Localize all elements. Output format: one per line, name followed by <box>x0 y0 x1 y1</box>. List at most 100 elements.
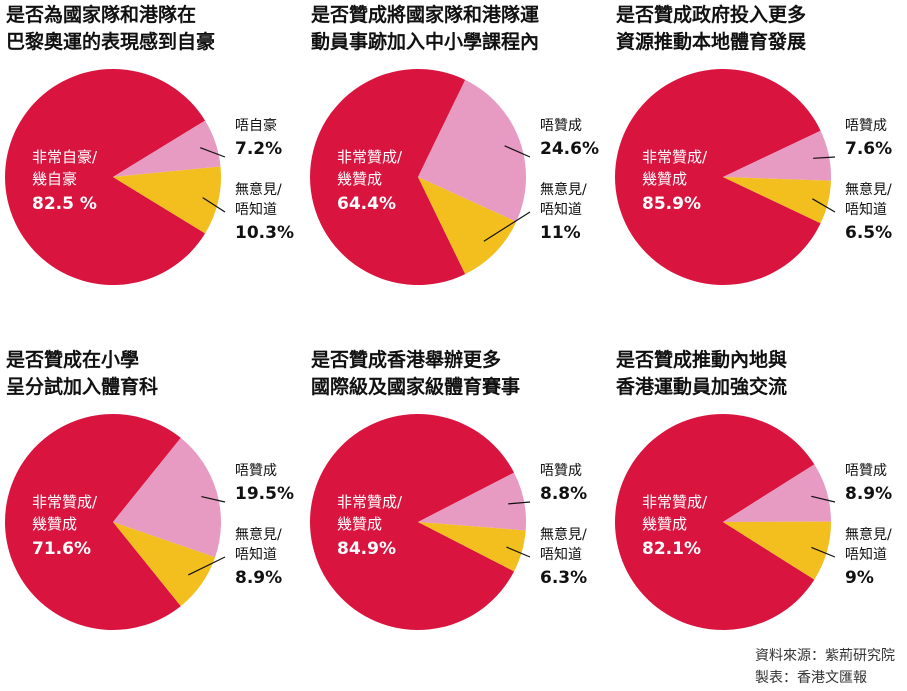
slice-value-text: 8.8% <box>540 484 588 504</box>
chart-title: 是否贊成將國家隊和港隊運 動員事跡加入中小學課程內 <box>311 2 603 56</box>
slice-value-text: 84.9% <box>337 539 396 559</box>
leader-line-neutral <box>506 546 531 558</box>
chart-title-line: 資源推動本地體育發展 <box>616 31 807 53</box>
slice-category-text: 唔知道 <box>540 547 582 563</box>
chart-title-line: 是否贊成在小學 <box>6 349 140 371</box>
slice-category-text: 唔自豪 <box>235 118 277 134</box>
slice-value-text: 82.1% <box>642 539 701 559</box>
chart-title: 是否贊成在小學 呈分試加入體育科 <box>6 347 298 401</box>
chart-title-line: 是否贊成政府投入更多 <box>616 4 807 26</box>
slice-value-text: 85.9% <box>642 194 701 214</box>
pie-chart <box>615 68 836 285</box>
chart-title-line: 國際級及國家級體育賽事 <box>311 376 521 398</box>
pie-panel: 是否贊成推動內地與 香港運動員加強交流 非常贊成/幾贊成 82.1% 唔贊成 8.9% 無意… <box>610 345 907 690</box>
slice-label-neutral: 無意見/唔知道 6.3% <box>540 525 587 588</box>
chart-title-line: 動員事跡加入中小學課程內 <box>311 31 540 53</box>
slice-label-agree: 非常贊成/幾贊成 85.9% <box>642 146 707 215</box>
leader-line-neutral <box>202 197 226 213</box>
slice-value-text: 19.5% <box>235 484 294 504</box>
leader-line-disagree <box>504 145 531 158</box>
chart-title-line: 香港運動員加強交流 <box>616 376 788 398</box>
slice-label-agree: 非常贊成/幾贊成 84.9% <box>337 491 402 560</box>
slice-category-text: 非常自豪/ <box>32 148 98 166</box>
slice-label-disagree: 唔贊成 8.9% <box>845 461 892 504</box>
chart-title: 是否為國家隊和港隊在 巴黎奧運的表現感到自豪 <box>6 2 298 56</box>
slice-category-text: 幾自豪 <box>32 170 78 188</box>
chart-title-line: 是否贊成將國家隊和港隊運 <box>311 4 540 26</box>
leader-line-disagree <box>508 501 531 505</box>
slice-label-agree: 非常贊成/幾贊成 82.1% <box>642 491 707 560</box>
slice-label-disagree: 唔贊成 19.5% <box>235 461 294 504</box>
leader-line-disagree <box>201 496 226 503</box>
chart-title: 是否贊成推動內地與 香港運動員加強交流 <box>616 347 907 401</box>
pie-chart <box>614 414 836 630</box>
slice-category-text: 唔贊成 <box>540 463 582 479</box>
slice-value-text: 11% <box>540 223 581 243</box>
pie-slice-neutral <box>113 522 216 607</box>
leader-line-neutral <box>811 546 836 558</box>
pie-slice-agree <box>614 414 815 630</box>
pie-slice-disagree <box>723 130 832 181</box>
chart-title: 是否贊成政府投入更多 資源推動本地體育發展 <box>616 2 907 56</box>
slice-value-text: 8.9% <box>845 484 893 504</box>
slice-label-neutral: 無意見/唔知道 10.3% <box>235 180 294 243</box>
source-line-tabulation: 製表：香港文匯報 <box>755 670 867 686</box>
leader-line-disagree <box>813 156 836 159</box>
slice-category-text: 唔知道 <box>235 202 277 218</box>
pie-slice-agree <box>5 68 206 285</box>
slice-category-text: 唔贊成 <box>845 118 887 134</box>
slice-label-disagree: 唔贊成 8.8% <box>540 461 587 504</box>
pie-slice-disagree <box>723 464 831 522</box>
slice-category-text: 唔知道 <box>845 202 887 218</box>
slice-label-neutral: 無意見/唔知道 6.5% <box>845 180 892 243</box>
slice-category-text: 幾贊成 <box>642 515 688 533</box>
slice-category-text: 幾贊成 <box>337 170 383 188</box>
slice-category-text: 無意見/ <box>235 527 282 543</box>
slice-category-text: 無意見/ <box>845 182 892 198</box>
slice-category-text: 非常贊成/ <box>337 493 403 511</box>
pie-slice-disagree <box>113 437 222 558</box>
slice-category-text: 幾贊成 <box>642 170 688 188</box>
pie-slice-disagree <box>113 120 221 177</box>
slice-label-agree: 非常自豪/幾自豪 82.5 % <box>32 146 97 215</box>
slice-value-text: 8.9% <box>235 568 283 588</box>
chart-title-line: 是否為國家隊和港隊在 <box>6 4 197 26</box>
source-line-data: 資料來源：紫荊研究院 <box>755 648 895 664</box>
pie-slice-agree <box>4 414 181 630</box>
pie-panel: 是否贊成在小學 呈分試加入體育科 非常贊成/幾贊成 71.6% 唔贊成 19.5% 無意見/… <box>0 345 302 690</box>
slice-value-text: 64.4% <box>337 194 396 214</box>
slice-category-text: 非常贊成/ <box>337 148 403 166</box>
slice-value-text: 6.3% <box>540 568 588 588</box>
pie-slice-agree <box>615 68 821 285</box>
pie-panel: 是否贊成香港舉辦更多 國際級及國家級體育賽事非常贊成/幾贊成 84.9% 唔贊成 8.8… <box>305 345 607 690</box>
pie-slice-neutral <box>113 166 222 234</box>
slice-category-text: 無意見/ <box>845 527 892 543</box>
slice-value-text: 7.2% <box>235 139 283 159</box>
slice-label-neutral: 無意見/唔知道 9% <box>845 525 892 588</box>
pie-slice-disagree <box>418 79 526 222</box>
slice-value-text: 9% <box>845 568 874 588</box>
pie-chart <box>5 68 226 285</box>
slice-label-disagree: 唔自豪 7.2% <box>235 116 282 159</box>
pie-panel: 是否為國家隊和港隊在 巴黎奧運的表現感到自豪非常自豪/幾自豪 82.5 % 唔自豪 7.… <box>0 0 302 345</box>
leader-line-neutral <box>188 556 226 576</box>
slice-category-text: 唔知道 <box>540 202 582 218</box>
pie-chart <box>310 69 531 285</box>
slice-label-neutral: 無意見/唔知道 11% <box>540 180 587 243</box>
slice-category-text: 幾贊成 <box>32 515 78 533</box>
chart-title-line: 是否贊成香港舉辦更多 <box>311 349 502 371</box>
source-note: 資料來源：紫荊研究院 製表：香港文匯報 <box>755 645 895 689</box>
pie-slice-disagree <box>418 472 527 531</box>
slice-category-text: 無意見/ <box>540 182 587 198</box>
slice-value-text: 71.6% <box>32 539 91 559</box>
slice-category-text: 唔知道 <box>845 547 887 563</box>
slice-category-text: 唔贊成 <box>540 118 582 134</box>
slice-category-text: 幾贊成 <box>337 515 383 533</box>
pie-chart <box>309 414 531 630</box>
leader-line-disagree <box>199 147 226 158</box>
leader-line-neutral <box>812 198 836 213</box>
slice-category-text: 無意見/ <box>540 527 587 543</box>
slice-label-neutral: 無意見/唔知道 8.9% <box>235 525 282 588</box>
slice-value-text: 10.3% <box>235 223 294 243</box>
pie-slice-neutral <box>723 521 832 580</box>
